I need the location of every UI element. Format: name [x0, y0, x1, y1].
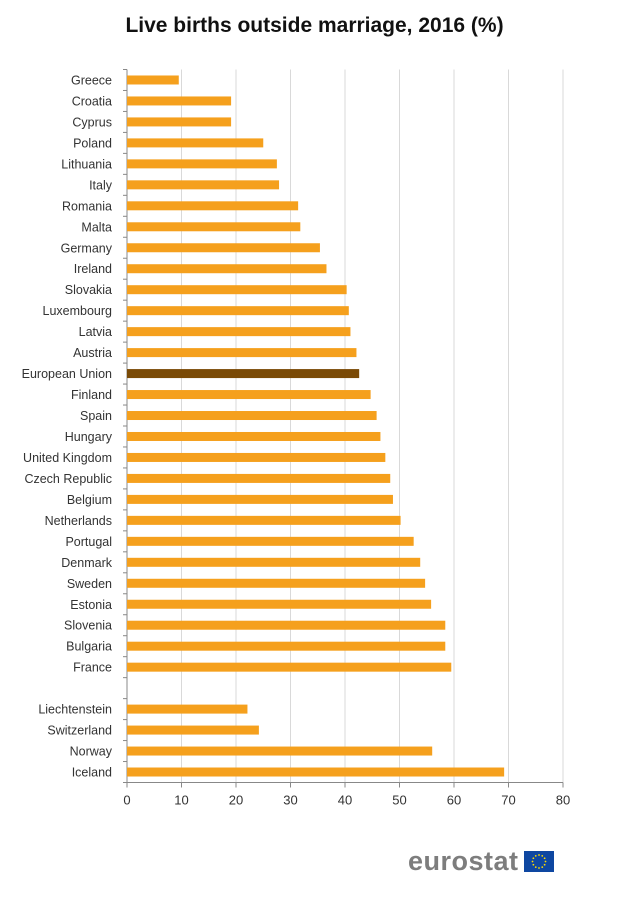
category-label: Latvia	[79, 325, 112, 339]
category-label: Norway	[70, 745, 113, 759]
bar-united-kingdom	[127, 452, 386, 462]
bar-germany	[127, 243, 320, 253]
bar-switzerland	[127, 725, 259, 735]
bar-lithuania	[127, 159, 277, 169]
bar-czech-republic	[127, 473, 391, 483]
flag-star	[531, 860, 533, 863]
category-label: Ireland	[74, 262, 112, 276]
x-tick-label: 70	[501, 793, 515, 808]
bar-croatia	[127, 96, 232, 106]
bar-sweden	[127, 578, 426, 588]
category-label: Italy	[89, 178, 113, 192]
category-label: Lithuania	[61, 157, 112, 171]
category-label: Romania	[62, 199, 112, 213]
flag-star	[532, 857, 534, 860]
bar-portugal	[127, 536, 414, 546]
category-label: Hungary	[65, 430, 113, 444]
category-label: France	[73, 661, 112, 675]
x-tick-label: 10	[174, 793, 188, 808]
x-tick-label: 40	[338, 793, 352, 808]
bar-finland	[127, 390, 371, 400]
bar-france	[127, 662, 452, 672]
category-label: Malta	[81, 220, 112, 234]
bar-italy	[127, 180, 280, 190]
category-label: Croatia	[72, 94, 112, 108]
x-tick-label: 20	[229, 793, 243, 808]
bar-greece	[127, 75, 179, 85]
category-label: Czech Republic	[24, 472, 112, 486]
flag-star	[540, 866, 543, 869]
flag-star	[534, 866, 537, 869]
category-label: Iceland	[72, 766, 112, 780]
category-label: Cyprus	[72, 115, 112, 129]
category-label: Germany	[61, 241, 113, 255]
category-label: European Union	[22, 367, 112, 381]
bar-norway	[127, 746, 433, 756]
category-label: Slovenia	[64, 619, 112, 633]
x-tick-label: 80	[556, 793, 570, 808]
category-label: Bulgaria	[66, 640, 112, 654]
bar-poland	[127, 138, 264, 148]
eu-flag-icon	[523, 851, 554, 872]
category-label: Austria	[73, 346, 112, 360]
bar-liechtenstein	[127, 704, 248, 714]
flag-star	[537, 854, 540, 856]
chart-title: Live births outside marriage, 2016 (%)	[125, 14, 504, 37]
category-label: Estonia	[70, 598, 112, 612]
category-label: Portugal	[65, 535, 112, 549]
x-tick-label: 30	[283, 793, 297, 808]
flag-star	[543, 857, 546, 860]
category-label: Belgium	[67, 493, 112, 507]
category-label: Switzerland	[47, 724, 112, 738]
bar-spain	[127, 411, 377, 421]
bar-denmark	[127, 557, 421, 567]
bar-slovenia	[127, 620, 446, 630]
eurostat-logo: eurostat	[408, 846, 554, 877]
category-label: Greece	[71, 73, 112, 87]
bar-iceland	[127, 767, 505, 777]
bar-netherlands	[127, 515, 401, 525]
bar-romania	[127, 201, 299, 211]
flag-star	[544, 860, 546, 863]
category-label: Liechtenstein	[38, 703, 112, 717]
bar-luxembourg	[127, 306, 349, 316]
bar-austria	[127, 348, 357, 358]
category-label: Poland	[73, 136, 112, 150]
bar-hungary	[127, 431, 381, 441]
category-label: Netherlands	[45, 514, 112, 528]
flag-star	[543, 863, 546, 866]
category-label: Denmark	[61, 556, 112, 570]
flag-star	[537, 867, 540, 869]
x-tick-label: 60	[447, 793, 461, 808]
category-label: Luxembourg	[43, 304, 113, 318]
category-label: Slovakia	[65, 283, 112, 297]
bar-malta	[127, 222, 301, 232]
category-label: Sweden	[67, 577, 112, 591]
x-tick-label: 50	[392, 793, 406, 808]
category-label: Spain	[80, 409, 112, 423]
flag-star	[532, 863, 534, 866]
x-tick-label: 0	[123, 793, 130, 808]
flag-star	[534, 854, 537, 857]
bar-slovakia	[127, 285, 347, 295]
bar-latvia	[127, 327, 351, 337]
bar-european-union	[127, 369, 360, 379]
category-label: Finland	[71, 388, 112, 402]
bar-estonia	[127, 599, 432, 609]
bar-bulgaria	[127, 641, 446, 651]
category-label: United Kingdom	[23, 451, 112, 465]
bar-belgium	[127, 494, 393, 504]
flag-star	[540, 854, 543, 857]
logo-text: eurostat	[408, 846, 519, 876]
bar-ireland	[127, 264, 327, 274]
bar-cyprus	[127, 117, 232, 127]
